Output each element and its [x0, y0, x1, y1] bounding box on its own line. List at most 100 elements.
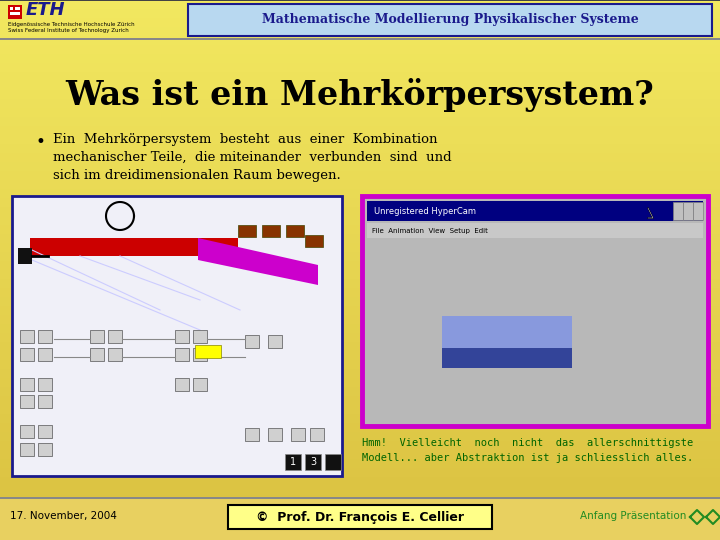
Text: File  Animation  View  Setup  Edit: File Animation View Setup Edit [372, 228, 488, 234]
Text: sich im dreidimensionalen Raum bewegen.: sich im dreidimensionalen Raum bewegen. [53, 169, 341, 182]
Bar [38, 348, 52, 361]
Bar [0, 207, 720, 217]
Text: Modell... aber Abstraktion ist ja schliesslich alles.: Modell... aber Abstraktion ist ja schlie… [362, 453, 693, 463]
Bar [10, 12, 20, 15]
Bar [0, 387, 720, 396]
Bar [0, 360, 720, 369]
Bar [188, 4, 712, 36]
Bar [0, 495, 720, 504]
Bar [0, 522, 720, 531]
Bar [0, 45, 720, 55]
Bar [38, 395, 52, 408]
Bar [0, 315, 720, 325]
Text: ETH: ETH [26, 1, 66, 19]
Bar [0, 513, 720, 523]
Text: 17. November, 2004: 17. November, 2004 [10, 511, 117, 521]
Bar [0, 405, 720, 415]
Bar [0, 306, 720, 315]
Bar [0, 342, 720, 352]
Bar [0, 180, 720, 190]
Bar [0, 333, 720, 342]
Bar [442, 316, 572, 368]
Bar [0, 126, 720, 136]
Bar [0, 171, 720, 180]
Text: Ein  Mehrkörpersystem  besteht  aus  einer  Kombination: Ein Mehrkörpersystem besteht aus einer K… [53, 133, 438, 146]
Text: Was ist ein Mehrkörpersystem?: Was ist ein Mehrkörpersystem? [66, 78, 654, 112]
Bar [0, 189, 720, 199]
Text: Unregistered HyperCam: Unregistered HyperCam [374, 206, 476, 215]
Bar [20, 443, 34, 456]
Bar [310, 428, 324, 441]
Bar [683, 202, 693, 220]
Bar [0, 90, 720, 99]
Bar [0, 486, 720, 496]
Bar [20, 348, 34, 361]
Bar [195, 345, 221, 358]
Bar [367, 223, 703, 238]
Bar [0, 432, 720, 442]
Bar [0, 414, 720, 423]
Bar [291, 428, 305, 441]
Bar [0, 243, 720, 253]
Bar [0, 497, 720, 499]
Bar [0, 288, 720, 298]
Bar [0, 38, 720, 40]
Bar [0, 504, 720, 514]
Bar [0, 63, 720, 72]
Bar [245, 335, 259, 348]
Bar [362, 196, 708, 426]
Bar [0, 369, 720, 379]
Bar [0, 117, 720, 126]
Bar [0, 216, 720, 226]
Text: mechanischer Teile,  die miteinander  verbunden  sind  und: mechanischer Teile, die miteinander verb… [53, 151, 451, 164]
Bar [673, 202, 683, 220]
Text: Swiss Federal Institute of Technology Zurich: Swiss Federal Institute of Technology Zu… [8, 28, 129, 33]
Bar [108, 330, 122, 343]
Bar [0, 396, 720, 406]
Bar [12, 196, 342, 476]
Text: Mathematische Modellierung Physikalischer Systeme: Mathematische Modellierung Physikalische… [261, 14, 639, 26]
Bar [90, 348, 104, 361]
Bar [305, 454, 321, 470]
Bar [238, 225, 256, 237]
Bar [20, 378, 34, 391]
Bar [286, 225, 304, 237]
Bar [0, 9, 720, 18]
Text: Hmm!  Vielleicht  noch  nicht  das  allerschnittigste: Hmm! Vielleicht noch nicht das allerschn… [362, 438, 693, 448]
Bar [268, 428, 282, 441]
Bar [0, 531, 720, 540]
Bar [0, 468, 720, 477]
Bar [0, 144, 720, 153]
Bar [305, 235, 323, 247]
Bar [90, 330, 104, 343]
Bar [175, 378, 189, 391]
Bar [0, 18, 720, 28]
Bar [228, 505, 492, 529]
Bar [325, 454, 341, 470]
Bar [175, 330, 189, 343]
Bar [0, 297, 720, 307]
Bar [0, 270, 720, 280]
Bar [15, 7, 20, 10]
Bar [20, 425, 34, 438]
Bar [0, 99, 720, 109]
Bar [0, 423, 720, 433]
Bar [0, 261, 720, 271]
Bar [245, 428, 259, 441]
Bar [0, 198, 720, 207]
Bar [0, 72, 720, 82]
Bar [193, 348, 207, 361]
Bar [0, 252, 720, 261]
Bar [108, 348, 122, 361]
Text: ©  Prof. Dr. François E. Cellier: © Prof. Dr. François E. Cellier [256, 510, 464, 523]
Polygon shape [198, 238, 318, 285]
Bar [693, 202, 703, 220]
Bar [0, 108, 720, 118]
Text: 3: 3 [310, 457, 316, 467]
Bar [0, 234, 720, 244]
Bar [0, 36, 720, 45]
Bar [0, 441, 720, 450]
Bar [20, 395, 34, 408]
Bar [0, 450, 720, 460]
Bar [0, 54, 720, 64]
